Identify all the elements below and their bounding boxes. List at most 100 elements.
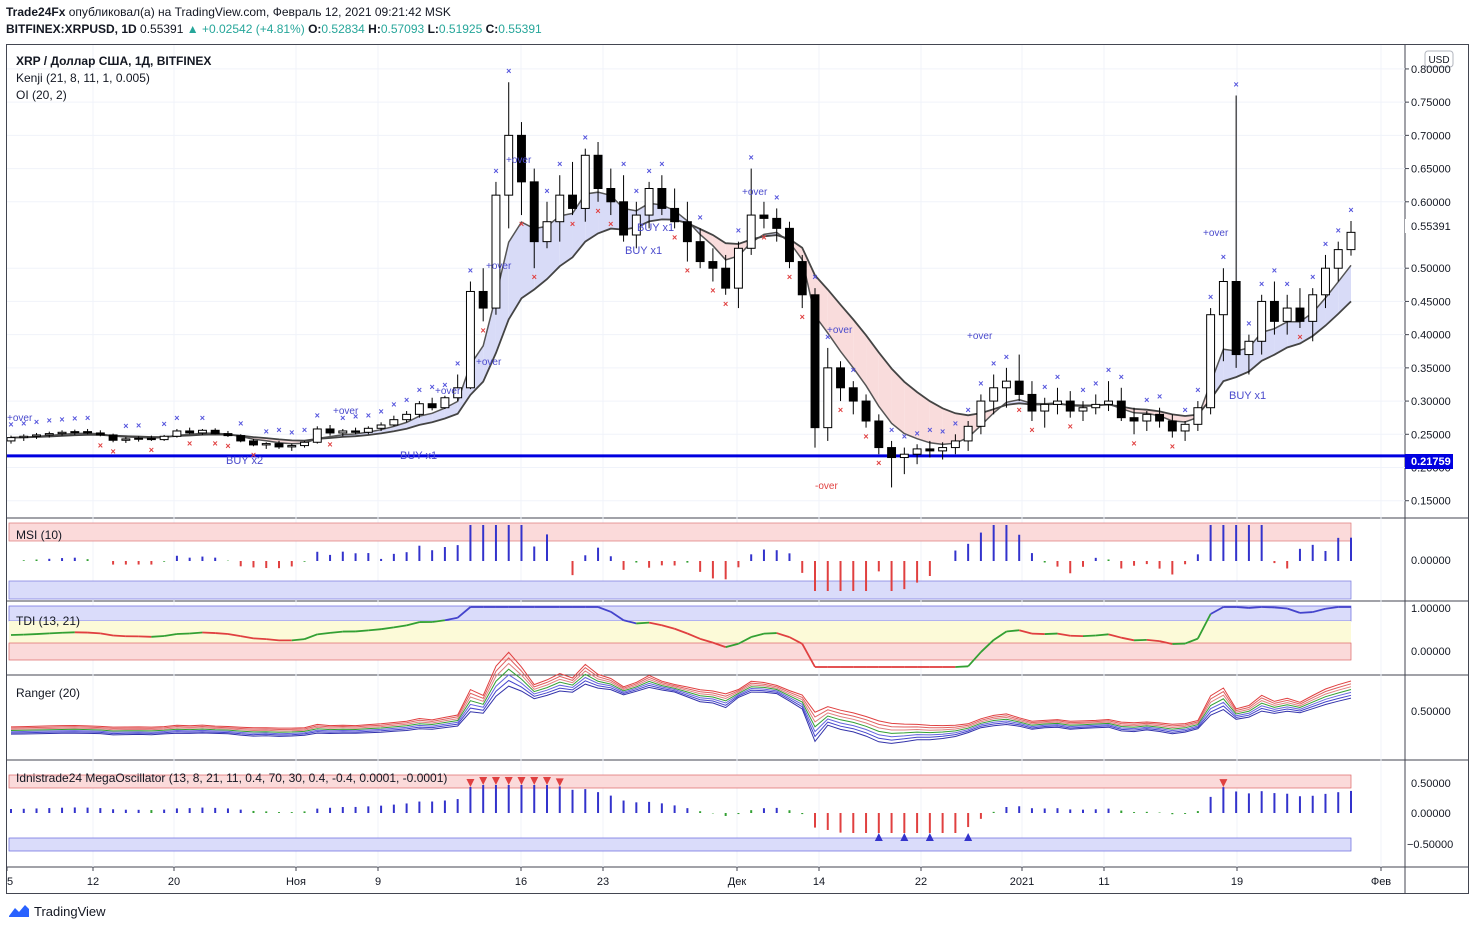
marker-x: × — [353, 412, 358, 422]
candle — [568, 161, 577, 216]
marker-x: × — [1246, 319, 1251, 329]
marker-x: × — [8, 420, 13, 430]
tdi-line — [1210, 606, 1224, 615]
marker-x: × — [570, 219, 575, 229]
over-label: +over — [435, 386, 461, 397]
price-axis[interactable]: 0.80000 0.75000 0.70000 0.65000 0.60000 0.500… — [1405, 64, 1451, 508]
candle-body — [300, 441, 309, 447]
marker-x: × — [1029, 425, 1034, 435]
marker-x: × — [1336, 226, 1341, 236]
marker-x: × — [736, 226, 741, 236]
mega-label[interactable]: Idnistrade24 MegaOscillator (13, 8, 21, … — [16, 771, 447, 785]
candle — [402, 411, 412, 423]
candle — [19, 434, 29, 441]
candle — [325, 424, 335, 436]
candle — [1333, 241, 1343, 282]
marker-x: × — [774, 192, 779, 202]
chart-svg[interactable]: × × × × × × × × × × × × × × × × × × × × × × × × × × × × × × × × × × × × × × × ×… — [1, 45, 1468, 893]
candle-body — [197, 429, 207, 434]
candle — [1104, 381, 1113, 412]
candle-body — [1027, 393, 1037, 412]
marker-x: × — [940, 426, 945, 436]
candle-body — [517, 134, 526, 183]
marker-x: × — [1131, 438, 1136, 448]
time-tick-label: 22 — [915, 876, 927, 888]
tdi-line — [240, 635, 254, 640]
candle-body — [261, 443, 271, 446]
candle — [1244, 334, 1254, 375]
marker-x: × — [812, 272, 817, 282]
candle-body — [682, 221, 692, 243]
candle — [1129, 407, 1139, 435]
candle — [427, 397, 437, 411]
currency-badge[interactable] — [1424, 50, 1454, 68]
candle — [1180, 421, 1190, 441]
candle-body — [1040, 403, 1050, 412]
marker-x: × — [621, 159, 626, 169]
marker-x: × — [174, 413, 179, 423]
time-tick-label: 15 — [7, 876, 13, 888]
candle — [440, 395, 450, 410]
price-tick-label: 0.45000 — [1411, 296, 1451, 308]
marker-x: × — [276, 425, 281, 435]
open-label: O: — [308, 22, 322, 36]
tdi-line — [1248, 606, 1262, 609]
marker-x: × — [481, 325, 486, 335]
tdi-lower-band — [8, 642, 1352, 661]
legend-title[interactable]: XRP / Доллар США, 1Д, BITFINEX — [16, 54, 211, 68]
candle-body — [657, 188, 667, 209]
msi-label[interactable]: MSI (10) — [16, 528, 62, 542]
time-tick-label: 19 — [1231, 876, 1243, 888]
candle-body — [1053, 400, 1062, 405]
candle — [478, 268, 488, 322]
marker-x: × — [187, 438, 192, 448]
over-label: +over — [742, 187, 768, 198]
candle — [1091, 394, 1101, 415]
candle — [1078, 401, 1088, 421]
candle-body — [976, 400, 986, 427]
symbol-label[interactable]: BITFINEX:XRPUSD, 1D — [6, 22, 137, 36]
candle — [351, 427, 361, 435]
tdi-line — [227, 633, 241, 637]
marker-x: × — [991, 359, 996, 369]
tdi-line — [1197, 613, 1212, 640]
candle-body — [785, 227, 794, 263]
tdi-line — [1159, 640, 1173, 645]
footer-brand[interactable]: TradingView — [34, 903, 106, 919]
marker-x: × — [1004, 352, 1009, 362]
tdi-label[interactable]: TDI (13, 21) — [16, 614, 80, 628]
price-tick-label: 0.35000 — [1411, 363, 1451, 375]
candlestick-series — [6, 82, 1356, 488]
time-axis[interactable]: 12 20 Ноя 9 16 23 Дек 14 22 2021 11 19 Фев 15 — [1, 867, 1391, 888]
over-label: +over — [506, 155, 532, 166]
legend-oi[interactable]: OI (20, 2) — [16, 88, 67, 102]
candle — [491, 181, 501, 315]
marker-x: × — [1234, 80, 1239, 90]
mega-tick-pos: 0.50000 — [1411, 778, 1451, 790]
publisher-name[interactable]: Trade24Fx — [6, 5, 66, 19]
marker-x: × — [519, 219, 524, 229]
marker-x: × — [327, 440, 332, 450]
time-tick-label: Фев — [1371, 876, 1391, 888]
high-label: H: — [368, 22, 381, 36]
candle — [1269, 281, 1279, 335]
candle — [861, 394, 871, 428]
candle-body — [236, 435, 246, 442]
legend-kenji[interactable]: Kenji (21, 8, 11, 1, 0.005) — [16, 71, 150, 85]
candle-body — [478, 290, 488, 309]
tdi-line — [444, 616, 458, 622]
candle-body — [159, 435, 169, 441]
marker-x: × — [213, 438, 218, 448]
time-tick-label: 11 — [1098, 876, 1109, 888]
ranger-label[interactable]: Ranger (20) — [16, 686, 80, 700]
tdi-line — [750, 632, 765, 638]
candle-body — [950, 440, 960, 449]
candle — [261, 442, 271, 449]
marker-x: × — [1323, 239, 1328, 249]
tradingview-logo-icon[interactable] — [8, 903, 30, 919]
candle-body — [733, 247, 743, 289]
candle — [504, 82, 514, 229]
mega-sell-triangle — [504, 777, 513, 785]
candle — [414, 401, 424, 418]
tdi-line — [699, 637, 714, 644]
